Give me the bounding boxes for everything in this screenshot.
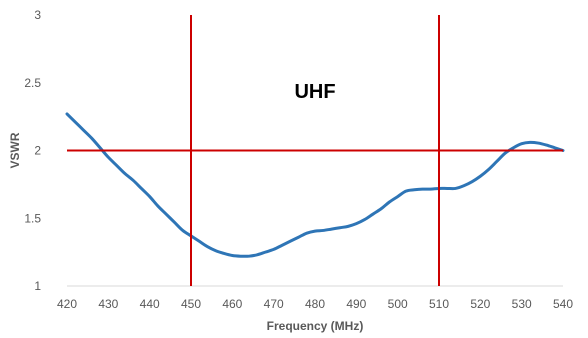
y-tick-label: 3 (34, 8, 41, 22)
x-axis-title: Frequency (MHz) (267, 319, 364, 333)
x-tick-label: 520 (470, 297, 490, 311)
reference-lines (67, 15, 563, 286)
y-tick-labels: 1 1.5 2 2.5 3 (24, 8, 41, 293)
x-tick-label: 480 (305, 297, 325, 311)
x-tick-label: 470 (264, 297, 284, 311)
x-tick-label: 440 (140, 297, 160, 311)
x-tick-label: 450 (181, 297, 201, 311)
vswr-series-line (65, 112, 565, 258)
x-tick-label: 510 (429, 297, 449, 311)
x-tick-label: 540 (553, 297, 573, 311)
x-tick-label: 490 (346, 297, 366, 311)
y-tick-label: 1 (34, 279, 41, 293)
y-axis-title: VSWR (8, 132, 22, 168)
x-tick-label: 420 (57, 297, 77, 311)
uhf-annotation: UHF (294, 81, 335, 103)
y-tick-label: 2 (34, 144, 41, 158)
x-tick-labels: 420 430 440 450 460 470 480 490 500 510 520 530 540 (57, 297, 573, 311)
y-tick-label: 1.5 (24, 211, 41, 225)
x-tick-label: 460 (222, 297, 242, 311)
x-tick-label: 500 (388, 297, 408, 311)
x-tick-label: 430 (98, 297, 118, 311)
y-tick-label: 2.5 (24, 76, 41, 90)
x-tick-label: 530 (512, 297, 532, 311)
